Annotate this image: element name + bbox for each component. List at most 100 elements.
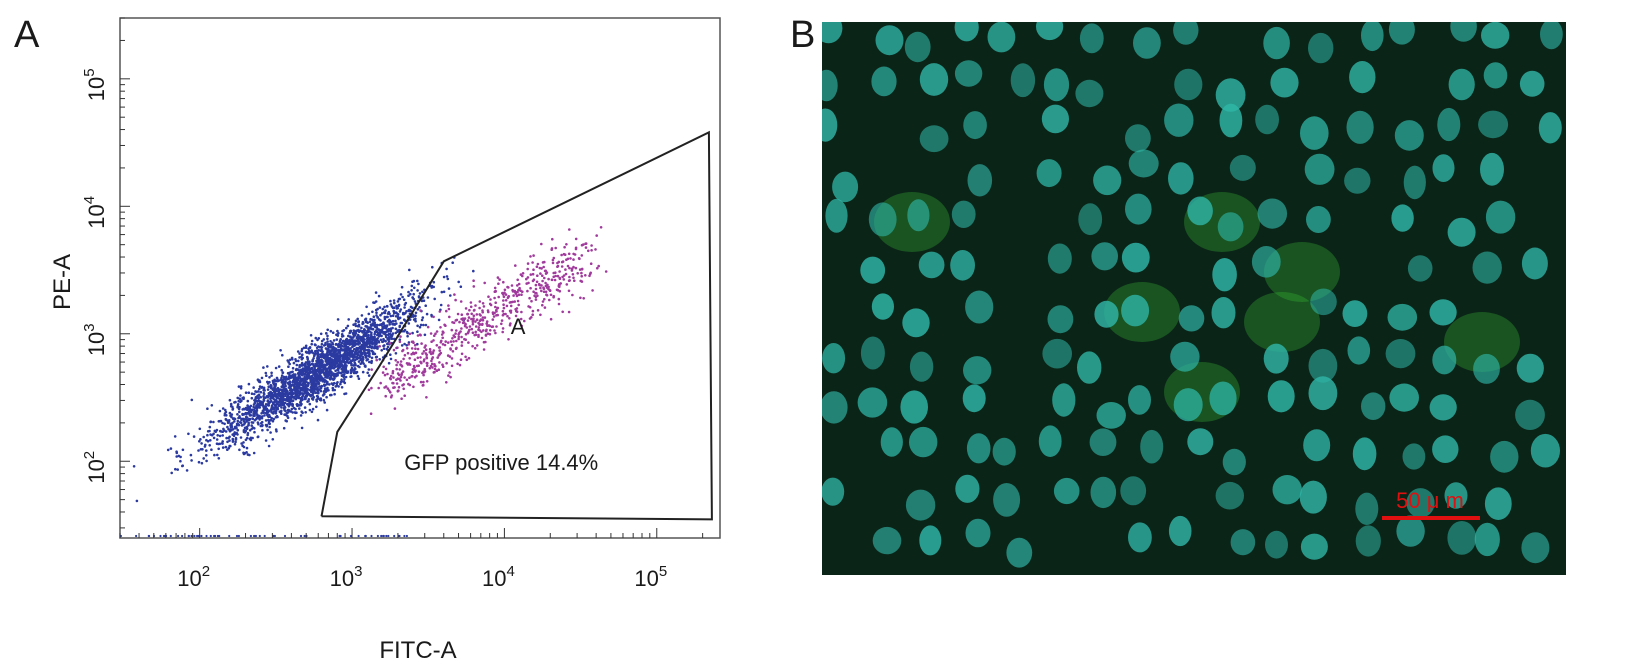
- event-dot: [454, 332, 457, 335]
- event-dot: [290, 403, 293, 406]
- event-dot: [336, 381, 339, 384]
- event-dot: [414, 351, 417, 355]
- event-dot: [312, 388, 315, 391]
- event-dot: [508, 317, 511, 320]
- event-dot: [320, 378, 324, 382]
- event-dot: [408, 268, 411, 272]
- event-dot: [193, 534, 196, 538]
- event-dot: [315, 398, 318, 402]
- event-dot: [477, 333, 480, 337]
- event-dot: [428, 347, 432, 351]
- event-dot: [572, 276, 575, 280]
- event-dot: [424, 348, 428, 352]
- event-dot: [294, 368, 298, 372]
- event-dot: [314, 336, 318, 340]
- event-dot: [534, 298, 538, 301]
- nucleus: [919, 63, 949, 96]
- event-dot: [573, 253, 577, 256]
- nucleus: [963, 111, 987, 140]
- event-dot: [281, 371, 285, 375]
- nucleus: [1173, 388, 1203, 422]
- event-dot: [302, 346, 306, 350]
- event-dot: [392, 381, 395, 385]
- event-dot: [326, 337, 329, 341]
- event-dot: [169, 534, 172, 538]
- event-dot: [341, 358, 345, 362]
- scale-bar-label: 50 μ m: [1396, 488, 1464, 513]
- nucleus: [1173, 22, 1199, 45]
- event-dot: [181, 464, 184, 468]
- event-dot: [352, 329, 356, 332]
- event-dot: [179, 459, 182, 463]
- nucleus: [919, 125, 949, 153]
- event-dot: [309, 378, 312, 382]
- event-dot: [369, 340, 372, 343]
- event-dot: [216, 534, 219, 538]
- nucleus: [1388, 22, 1415, 45]
- event-dot: [274, 405, 277, 409]
- nucleus: [907, 199, 930, 232]
- event-dot: [221, 434, 224, 437]
- event-dot: [443, 343, 447, 347]
- event-dot: [209, 433, 212, 436]
- event-dot: [439, 326, 442, 329]
- event-dot: [604, 270, 608, 273]
- event-dot: [367, 388, 371, 392]
- event-dot: [405, 347, 409, 350]
- event-dot: [469, 305, 473, 309]
- event-dot: [336, 367, 340, 370]
- event-dot: [551, 261, 555, 265]
- event-dot: [372, 323, 375, 327]
- event-dot: [281, 399, 285, 403]
- event-dot: [367, 312, 371, 316]
- event-dot: [394, 319, 397, 323]
- nucleus: [1133, 27, 1161, 59]
- event-dot: [234, 432, 237, 436]
- event-dot: [459, 300, 463, 303]
- nucleus: [1267, 380, 1295, 413]
- event-dot: [433, 367, 437, 371]
- event-dot: [173, 435, 177, 438]
- event-dot: [274, 366, 278, 370]
- nucleus: [1121, 294, 1150, 327]
- event-dot: [520, 293, 523, 297]
- nucleus: [1091, 242, 1118, 271]
- nucleus: [1299, 480, 1327, 514]
- event-dot: [534, 287, 538, 291]
- gfp-cell: [1444, 312, 1520, 372]
- event-dot: [482, 305, 486, 308]
- event-dot: [400, 372, 404, 375]
- nucleus: [1432, 154, 1455, 183]
- event-dot: [370, 534, 373, 538]
- nucleus: [1444, 482, 1468, 509]
- event-dot: [415, 364, 419, 368]
- event-dot: [489, 329, 492, 332]
- event-dot: [381, 340, 384, 344]
- event-dot: [399, 379, 402, 382]
- event-dot: [260, 376, 264, 380]
- event-dot: [400, 285, 404, 289]
- event-dot: [407, 343, 411, 346]
- event-dot: [471, 344, 474, 348]
- event-dot: [135, 499, 139, 503]
- fluorescence-micrograph: 50 μ m: [822, 22, 1566, 575]
- nucleus: [1251, 246, 1281, 278]
- event-dot: [340, 333, 344, 336]
- event-dot: [249, 534, 252, 538]
- event-dot: [218, 409, 222, 413]
- event-dot: [329, 329, 333, 333]
- event-dot: [543, 260, 546, 264]
- event-dot: [386, 387, 390, 390]
- event-dot: [340, 362, 343, 366]
- event-dot: [502, 312, 506, 316]
- event-dot: [322, 398, 326, 402]
- event-dot: [432, 285, 436, 289]
- event-dot: [296, 350, 300, 353]
- gate-polygon[interactable]: [320, 130, 713, 521]
- event-dot: [339, 534, 342, 538]
- event-dot: [289, 370, 293, 374]
- event-dot: [517, 303, 520, 307]
- event-dot: [338, 350, 342, 354]
- event-dot: [256, 421, 260, 424]
- event-dot: [433, 297, 437, 301]
